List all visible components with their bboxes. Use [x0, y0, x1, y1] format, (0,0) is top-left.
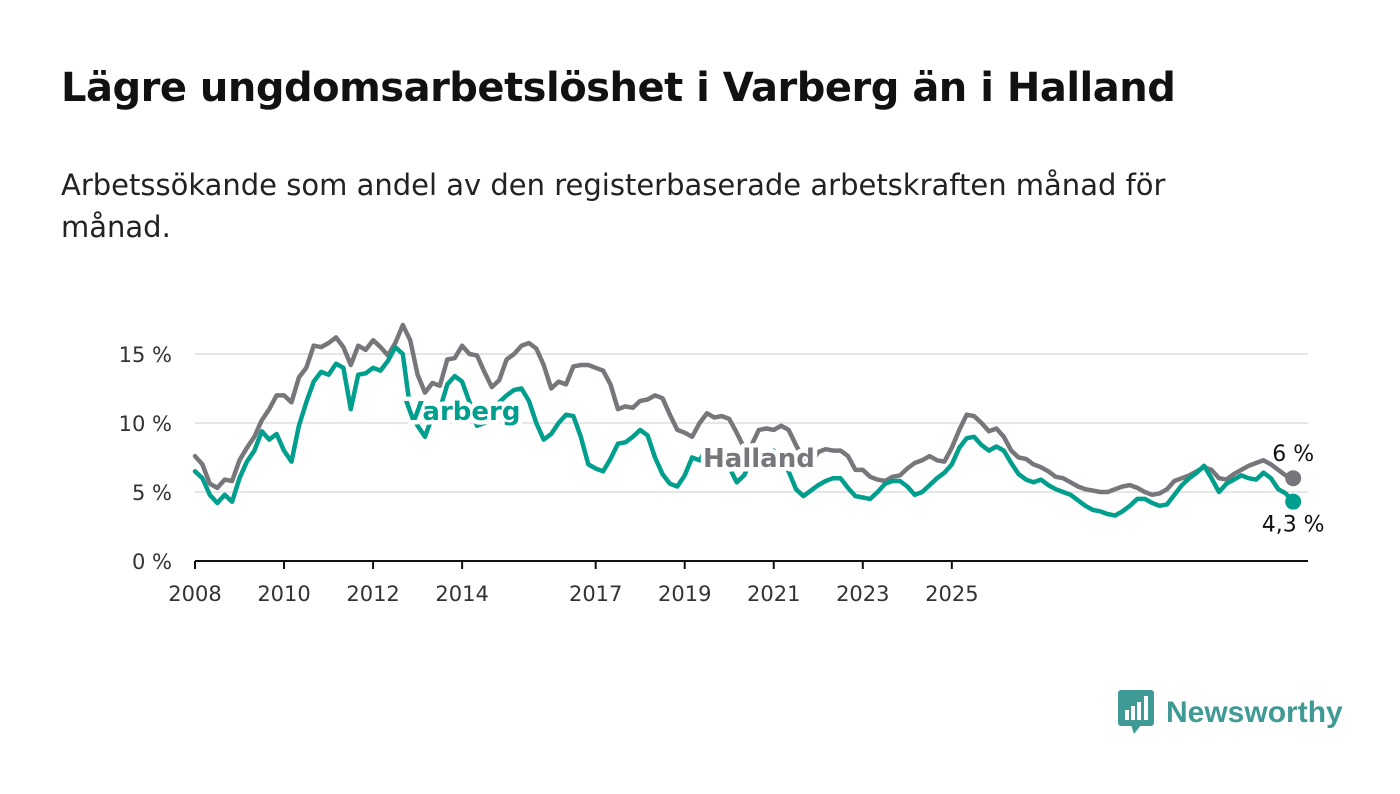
x-tick-label: 2025: [925, 582, 978, 606]
series-endpoint-varberg: [1285, 493, 1302, 510]
y-tick-label: 0 %: [132, 550, 172, 574]
y-tick-label: 15 %: [119, 343, 172, 367]
x-axis: 2008 2010 2012 2014 2017 2019 2021 2023 2025: [168, 560, 1308, 606]
end-value-label-halland: 6 %: [1272, 442, 1314, 467]
x-tick-label: 2010: [257, 582, 310, 606]
y-tick-label: 5 %: [132, 481, 172, 505]
x-tick-label: 2023: [836, 582, 889, 606]
x-tick-label: 2008: [168, 582, 221, 606]
series-endpoint-halland: [1285, 470, 1302, 487]
y-axis: 0 % 5 % 10 % 15 %: [119, 343, 172, 574]
x-tick-label: 2021: [747, 582, 800, 606]
x-tick-label: 2014: [435, 582, 488, 606]
series-label-halland: Halland: [703, 444, 815, 474]
series-label-varberg: Varberg: [404, 397, 521, 427]
newsworthy-logo[interactable]: Newsworthy: [1118, 690, 1343, 736]
series-line-halland: [192, 322, 1296, 498]
x-tick-label: 2019: [658, 582, 711, 606]
series-lines: [192, 322, 1302, 518]
bar-chart-speech-bubble-icon: [1118, 690, 1154, 734]
chart-title: Lägre ungdomsarbetslöshet i Varberg än i…: [61, 65, 1176, 111]
x-tick-label: 2012: [346, 582, 399, 606]
brand-name: Newsworthy: [1166, 696, 1343, 729]
y-tick-label: 10 %: [119, 412, 172, 436]
end-value-label-varberg: 4,3 %: [1262, 513, 1325, 538]
gridlines: [195, 353, 1308, 493]
series-labels: 6 % 4,3 % Varberg Halland: [399, 393, 1325, 538]
chart-subtitle: Arbetssökande som andel av den registerb…: [61, 168, 1166, 244]
series-line-varberg: [192, 344, 1296, 518]
x-tick-label: 2017: [569, 582, 622, 606]
